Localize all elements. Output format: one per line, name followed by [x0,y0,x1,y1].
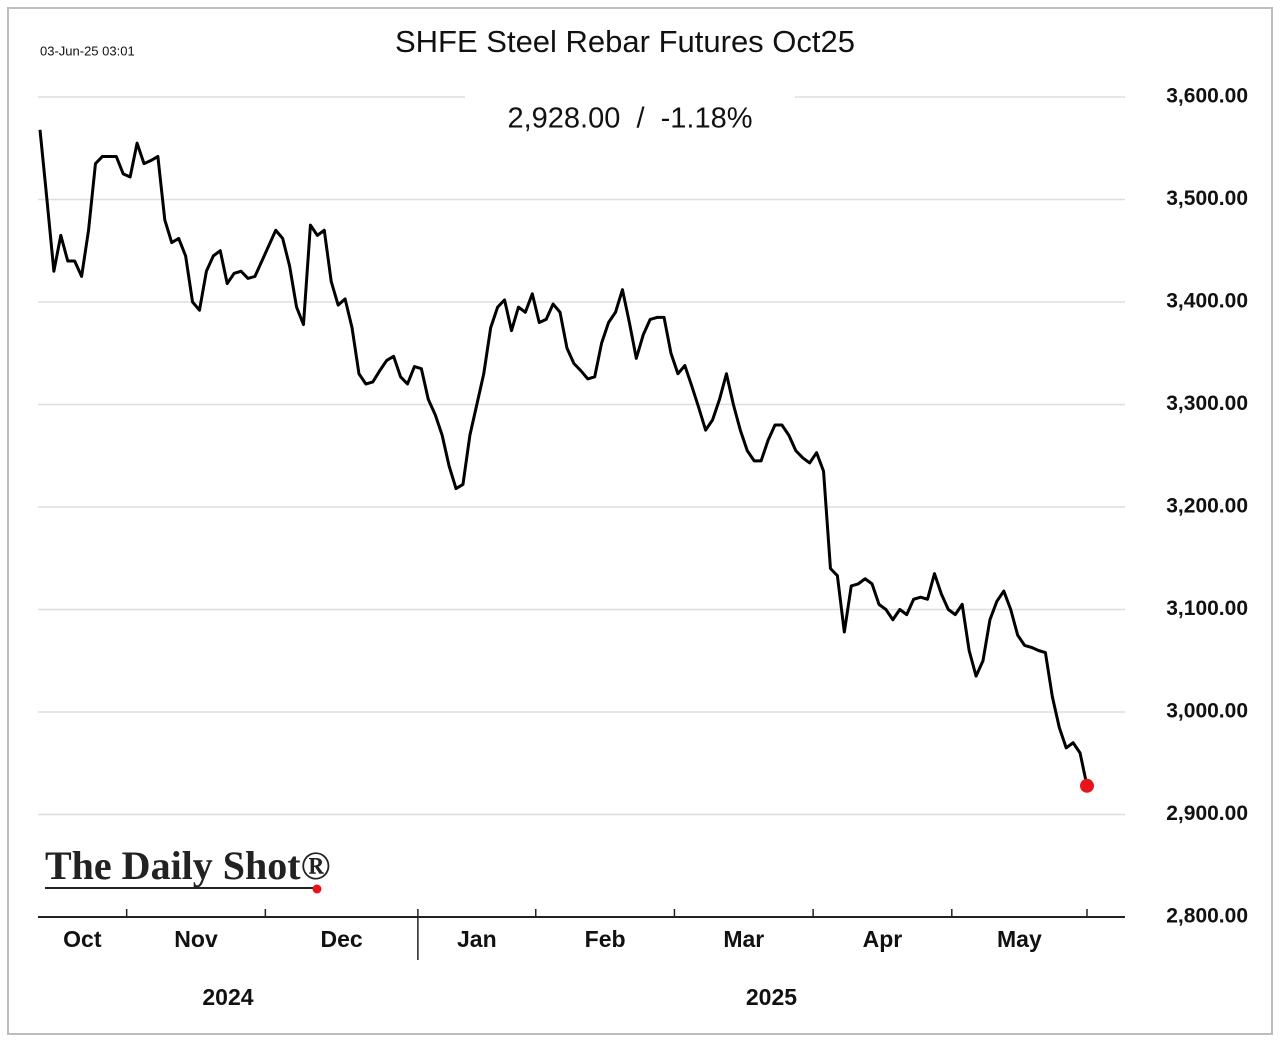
price-line [38,129,1089,787]
x-tick-label: May [997,926,1042,952]
y-tick-label: 3,500.00 [1166,187,1248,210]
y-tick-label: 2,800.00 [1166,905,1248,928]
y-tick-label: 3,400.00 [1166,290,1248,313]
watermark: The Daily Shot® [45,843,331,888]
plot-area: 2,800.00 2,900.00 3,000.00 3,100.00 3,200.00… [38,85,1248,1010]
y-tick-label: 3,200.00 [1166,495,1248,518]
x-tick-label: Nov [174,926,218,952]
year-label: 2024 [202,984,253,1010]
y-tick-label: 2,900.00 [1166,802,1248,825]
watermark-dot [312,884,322,894]
timestamp: 03-Jun-25 03:01 [40,43,135,58]
x-tick-label: Feb [585,926,626,952]
subtitle-box [465,88,795,148]
y-tick-label: 3,100.00 [1166,597,1248,620]
subtitle: 2,928.00 / -1.18% [507,103,752,135]
y-tick-label: 3,600.00 [1166,85,1248,108]
x-tick-label: Jan [457,926,497,952]
x-tick-label: Apr [863,926,903,952]
last-point [1080,778,1094,793]
x-tick-label: Dec [321,926,363,952]
y-tick-label: 3,300.00 [1166,392,1248,415]
year-label: 2025 [746,984,797,1010]
y-tick-label: 3,000.00 [1166,700,1248,723]
x-tick-label: Oct [63,926,102,952]
chart-title: SHFE Steel Rebar Futures Oct25 [395,24,855,59]
x-tick-label: Mar [723,926,764,952]
frame [7,7,1273,1035]
